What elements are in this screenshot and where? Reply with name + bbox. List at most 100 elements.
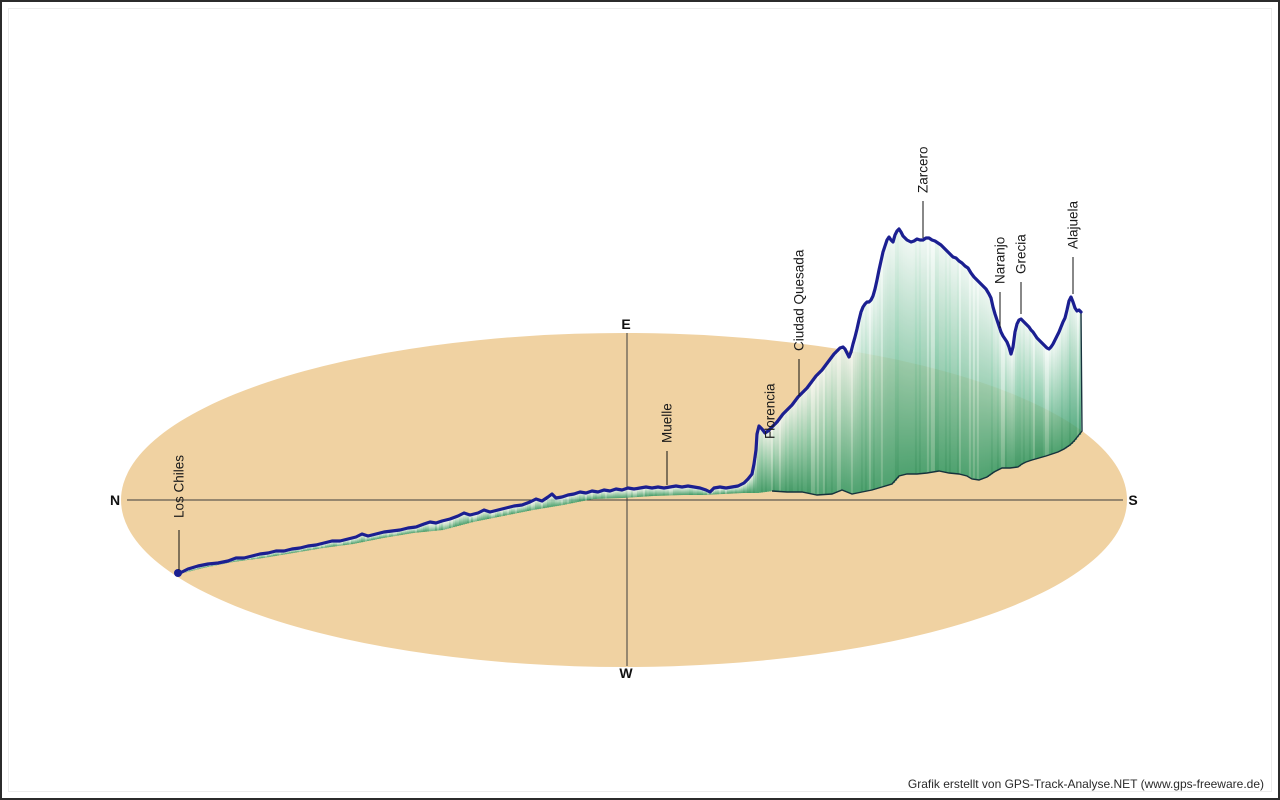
attribution-text: Grafik erstellt von GPS-Track-Analyse.NE… bbox=[907, 777, 1264, 791]
elevation-stripe bbox=[370, 536, 374, 541]
elevation-stripe bbox=[1006, 343, 1010, 468]
elevation-stripe bbox=[190, 569, 194, 571]
elevation-stripe bbox=[656, 488, 660, 496]
elevation-stripe bbox=[392, 531, 396, 537]
elevation-stripe bbox=[532, 501, 536, 510]
elevation-stripe bbox=[426, 524, 430, 532]
elevation-stripe bbox=[998, 327, 1002, 470]
elevation-stripe bbox=[738, 486, 742, 494]
elevation-stripe bbox=[1024, 324, 1028, 463]
elevation-stripe bbox=[1066, 311, 1070, 447]
elevation-stripe bbox=[416, 527, 420, 533]
elevation-stripe bbox=[398, 531, 402, 536]
elevation-stripe bbox=[720, 488, 724, 495]
elevation-stripe bbox=[302, 548, 306, 552]
elevation-stripe bbox=[724, 488, 728, 494]
elevation-stripe bbox=[250, 557, 254, 560]
compass-east-label: E bbox=[621, 316, 630, 332]
elevation-stripe bbox=[902, 237, 906, 475]
elevation-stripe bbox=[478, 513, 482, 521]
elevation-stripe bbox=[686, 487, 690, 495]
elevation-stripe bbox=[184, 571, 188, 573]
elevation-stripe bbox=[1020, 320, 1024, 465]
elevation-stripe bbox=[444, 521, 448, 530]
elevation-stripe bbox=[678, 487, 682, 496]
elevation-stripe bbox=[346, 540, 350, 545]
elevation-stripe bbox=[620, 490, 624, 499]
elevation-stripe bbox=[952, 258, 956, 474]
elevation-stripe bbox=[978, 283, 982, 480]
elevation-stripe bbox=[508, 508, 512, 515]
elevation-stripe bbox=[844, 350, 848, 492]
elevation-stripe bbox=[288, 550, 292, 554]
elevation-stripe bbox=[540, 501, 544, 509]
elevation-stripe bbox=[570, 495, 574, 504]
elevation-stripe bbox=[652, 488, 656, 496]
elevation-stripe bbox=[188, 569, 192, 572]
elevation-stripe bbox=[480, 512, 484, 521]
elevation-stripe bbox=[1060, 328, 1064, 451]
elevation-stripe bbox=[806, 389, 810, 493]
elevation-stripe bbox=[956, 260, 960, 474]
elevation-stripe bbox=[890, 241, 894, 485]
elevation-stripe bbox=[766, 432, 770, 492]
elevation-stripe bbox=[312, 546, 316, 550]
elevation-stripe bbox=[628, 489, 632, 498]
elevation-stripe bbox=[838, 350, 842, 492]
elevation-stripe bbox=[756, 435, 760, 493]
elevation-stripe bbox=[894, 236, 898, 481]
elevation-stripe bbox=[702, 490, 706, 495]
elevation-stripe bbox=[592, 492, 596, 499]
elevation-stripe bbox=[960, 263, 964, 475]
elevation-stripe bbox=[1076, 312, 1080, 438]
waypoint-label-muelle: Muelle bbox=[660, 403, 675, 443]
elevation-stripe bbox=[860, 313, 864, 493]
elevation-stripe bbox=[260, 554, 264, 559]
elevation-stripe bbox=[632, 489, 636, 498]
elevation-stripe bbox=[360, 535, 364, 543]
elevation-stripe bbox=[866, 303, 870, 491]
elevation-stripe bbox=[970, 274, 974, 479]
elevation-stripe bbox=[1038, 341, 1042, 458]
elevation-stripe bbox=[660, 488, 664, 496]
elevation-stripe bbox=[278, 552, 282, 556]
elevation-stripe bbox=[330, 542, 334, 547]
elevation-stripe bbox=[1014, 333, 1018, 468]
elevation-stripe bbox=[626, 489, 630, 498]
elevation-stripe bbox=[1072, 303, 1076, 442]
elevation-stripe bbox=[770, 429, 774, 492]
elevation-stripe bbox=[320, 544, 324, 549]
elevation-stripe bbox=[870, 301, 874, 491]
elevation-stripe bbox=[408, 528, 412, 534]
elevation-stripe bbox=[506, 508, 510, 515]
elevation-stripe bbox=[286, 551, 290, 554]
elevation-stripe bbox=[280, 552, 284, 555]
elevation-stripe bbox=[836, 352, 840, 492]
elevation-stripe bbox=[654, 488, 658, 496]
elevation-stripe bbox=[778, 420, 782, 492]
elevation-fill bbox=[184, 230, 1082, 573]
elevation-stripe bbox=[1018, 321, 1022, 467]
elevation-stripe bbox=[436, 523, 440, 531]
elevation-stripe bbox=[322, 544, 326, 548]
elevation-stripe bbox=[882, 253, 886, 487]
elevation-stripe bbox=[244, 558, 248, 561]
elevation-stripe bbox=[638, 489, 642, 497]
elevation-stripe bbox=[792, 404, 796, 492]
elevation-stripe bbox=[790, 407, 794, 492]
elevation-stripe bbox=[424, 524, 428, 532]
elevation-stripe bbox=[662, 488, 666, 496]
elevation-stripe bbox=[1008, 348, 1012, 468]
elevation-stripe bbox=[482, 511, 486, 520]
elevation-stripe bbox=[504, 509, 508, 516]
elevation-stripe bbox=[200, 566, 204, 569]
elevation-stripe bbox=[440, 522, 444, 531]
elevation-stripe bbox=[344, 540, 348, 545]
elevation-stripe bbox=[938, 244, 942, 471]
elevation-stripe bbox=[698, 488, 702, 495]
elevation-stripe bbox=[668, 488, 672, 496]
elevation-stripe bbox=[276, 552, 280, 556]
elevation-stripe bbox=[610, 491, 614, 499]
compass-labels: N S E W bbox=[110, 316, 1138, 681]
elevation-stripe bbox=[364, 536, 368, 542]
